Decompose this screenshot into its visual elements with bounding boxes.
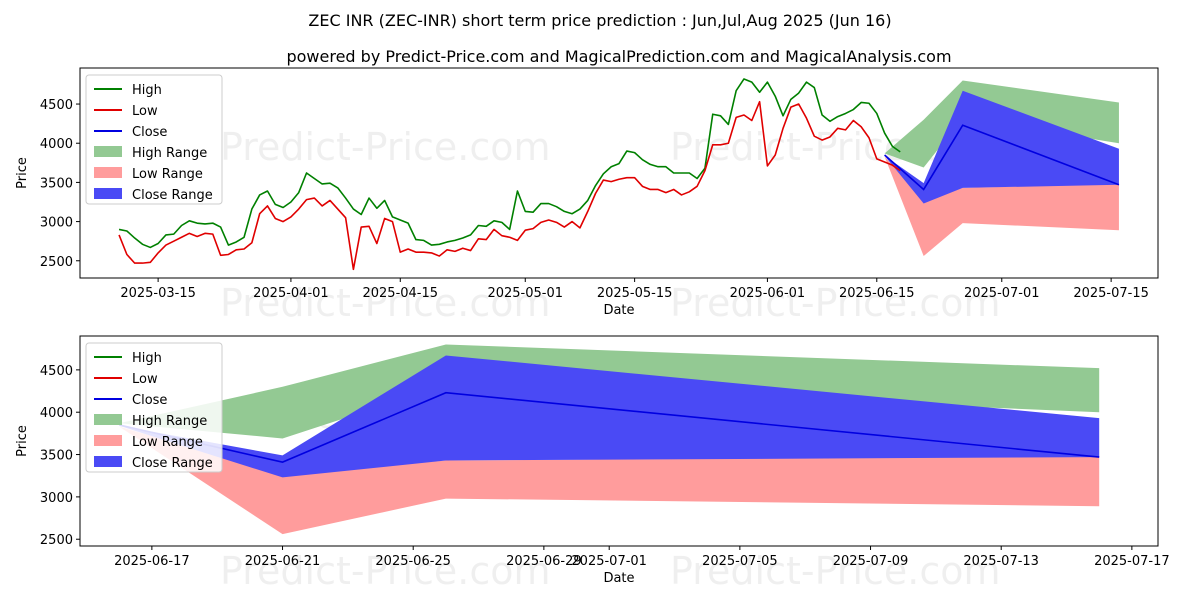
legend-label: Close Range xyxy=(132,188,213,203)
legend-label: High Range xyxy=(132,414,207,429)
legend-swatch-patch xyxy=(94,146,122,157)
chart-title: ZEC INR (ZEC-INR) short term price predi… xyxy=(308,11,891,30)
y-tick-label: 3000 xyxy=(40,216,73,231)
legend-label: High xyxy=(132,83,162,98)
y-tick-label: 4500 xyxy=(40,364,73,379)
legend-label: Close xyxy=(132,393,167,408)
x-tick-label: 2025-07-01 xyxy=(964,286,1040,301)
watermark: Predict-Price.com xyxy=(220,125,551,169)
legend-label: Low xyxy=(132,104,158,119)
forecast-zoom-chart: Predict-Price.comPredict-Price.comPredic… xyxy=(15,335,1170,593)
x-tick-label: 2025-06-15 xyxy=(839,286,915,301)
low-series-line xyxy=(118,100,901,271)
x-tick-label: 2025-07-09 xyxy=(833,554,909,569)
y-tick-label: 3500 xyxy=(40,449,73,464)
x-tick-label: 2025-04-15 xyxy=(362,286,438,301)
watermark: Predict-Price.com xyxy=(670,549,1001,593)
full-history-chart: Predict-Price.com Predict-Price.com Predic… xyxy=(15,67,1159,325)
x-tick-label: 2025-07-01 xyxy=(571,554,647,569)
x-axis-label: Date xyxy=(603,303,634,318)
chart-subtitle: powered by Predict-Price.com and Magical… xyxy=(286,47,951,66)
close-series-line xyxy=(884,124,1120,191)
watermark: Predict-Price.com xyxy=(670,281,1001,325)
y-axis-label: Price xyxy=(15,157,30,189)
y-tick-label: 4500 xyxy=(40,98,73,113)
y-tick-label: 2500 xyxy=(40,255,73,270)
low-range-band xyxy=(884,156,1119,257)
legend-label: Low xyxy=(132,372,158,387)
x-tick-label: 2025-06-21 xyxy=(245,554,321,569)
legend-swatch-patch xyxy=(94,167,122,178)
x-tick-label: 2025-06-25 xyxy=(375,554,451,569)
legend-swatch-patch xyxy=(94,188,122,199)
x-tick-label: 2025-07-15 xyxy=(1073,286,1149,301)
legend-swatch-patch xyxy=(94,414,122,425)
legend-label: High xyxy=(132,351,162,366)
legend-label: Close Range xyxy=(132,456,213,471)
x-tick-label: 2025-07-13 xyxy=(963,554,1039,569)
x-tick-label: 2025-04-01 xyxy=(253,286,329,301)
watermark: Predict-Price.com xyxy=(220,549,551,593)
legend-label: High Range xyxy=(132,146,207,161)
plot-frame xyxy=(79,67,1159,279)
close-range-band xyxy=(119,355,1100,478)
y-tick-label: 4000 xyxy=(40,406,73,421)
legend-swatch-patch xyxy=(94,435,122,446)
watermark: Predict-Price.com xyxy=(220,281,551,325)
x-tick-label: 2025-07-17 xyxy=(1094,554,1170,569)
x-axis-label: Date xyxy=(603,571,634,586)
close-range-band xyxy=(884,90,1119,204)
low-range-band xyxy=(119,426,1100,535)
high-series-line xyxy=(118,78,901,249)
x-tick-label: 2025-05-01 xyxy=(487,286,563,301)
x-tick-label: 2025-03-15 xyxy=(120,286,196,301)
legend-swatch-patch xyxy=(94,456,122,467)
x-tick-label: 2025-06-29 xyxy=(506,554,582,569)
y-tick-label: 3000 xyxy=(40,491,73,506)
legend-label: Close xyxy=(132,125,167,140)
x-tick-label: 2025-06-17 xyxy=(114,554,190,569)
x-tick-label: 2025-07-05 xyxy=(702,554,778,569)
legend-label: Low Range xyxy=(132,435,203,450)
x-tick-label: 2025-05-15 xyxy=(597,286,673,301)
y-tick-label: 2500 xyxy=(40,533,73,548)
y-axis-label: Price xyxy=(15,425,30,457)
legend-label: Low Range xyxy=(132,167,203,182)
y-tick-label: 4000 xyxy=(40,137,73,152)
y-tick-label: 3500 xyxy=(40,176,73,191)
x-tick-label: 2025-06-01 xyxy=(730,286,806,301)
plot-frame xyxy=(79,335,1159,547)
